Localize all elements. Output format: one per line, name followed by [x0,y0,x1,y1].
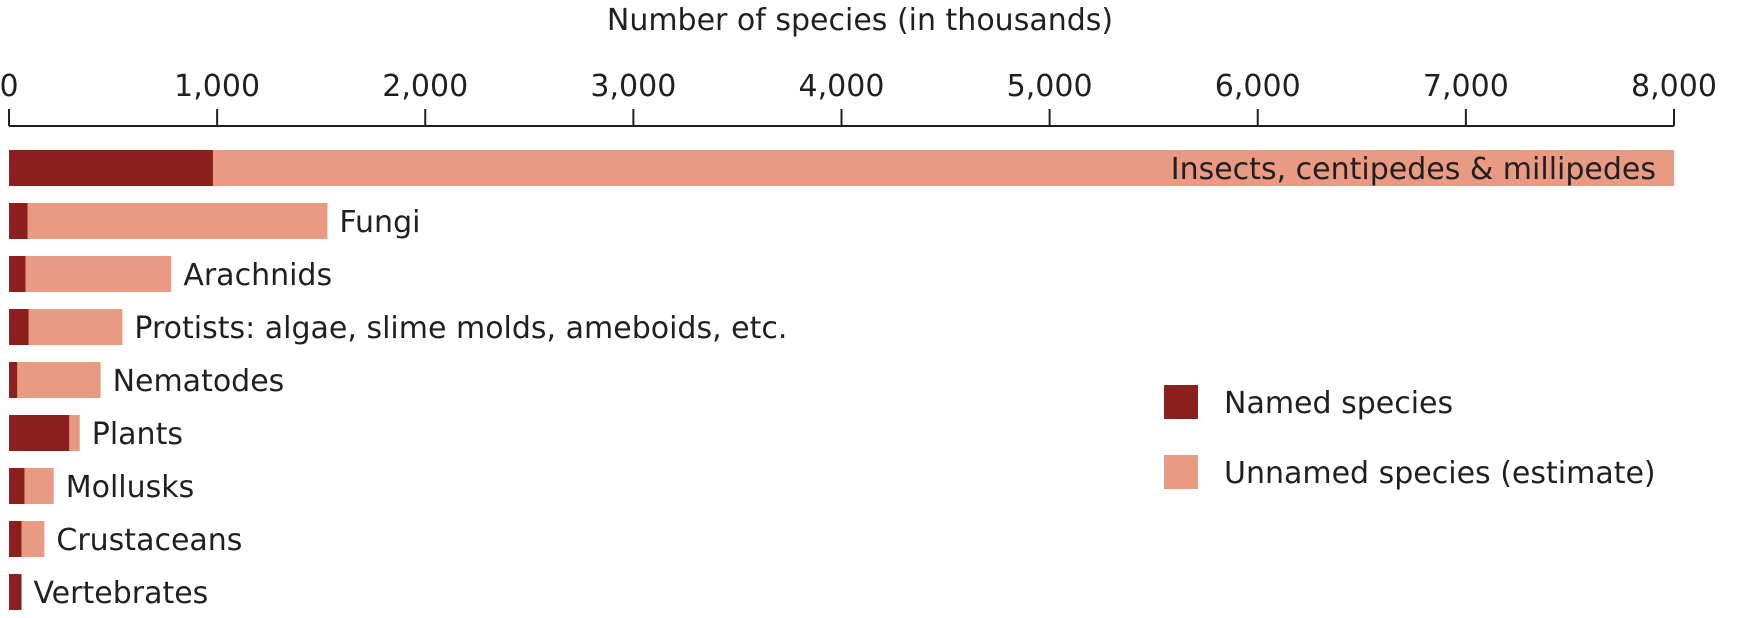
x-tick-label: 7,000 [1423,69,1509,104]
bar-named-7 [9,521,22,557]
bar-named-6 [9,468,25,504]
x-axis-title: Number of species (in thousands) [607,3,1113,38]
legend-swatch-unnamed [1164,455,1198,489]
category-label: Vertebrates [33,576,208,611]
x-tick-label: 3,000 [590,69,676,104]
bar-named-3 [9,309,29,345]
x-tick-label: 5,000 [1007,69,1093,104]
x-tick-label: 2,000 [382,69,468,104]
bar-unnamed-6 [24,468,54,504]
bar-unnamed-4 [17,362,101,398]
bar-named-1 [9,203,28,239]
bar-unnamed-2 [25,256,172,292]
bar-unnamed-5 [69,415,80,451]
x-tick-label: 0 [0,69,19,104]
category-label: Arachnids [183,258,332,293]
category-label: Crustaceans [56,523,242,558]
x-tick-label: 1,000 [174,69,260,104]
category-label: Plants [92,417,183,452]
category-label: Protists: algae, slime molds, ameboids, … [134,311,787,346]
legend: Named species Unnamed species (estimate) [1164,385,1656,491]
category-label: Nematodes [113,364,285,399]
legend-label-named: Named species [1224,386,1453,421]
category-label: Insects, centipedes & millipedes [1171,152,1656,187]
category-label: Mollusks [66,470,195,505]
bar-unnamed-1 [27,203,328,239]
bar-named-4 [9,362,18,398]
bar-named-5 [9,415,70,451]
bars-group [9,150,1674,610]
category-labels: Insects, centipedes & millipedes FungiAra… [33,152,1656,611]
category-label: Fungi [339,205,420,240]
bar-named-2 [9,256,26,292]
x-axis-ticks: 0 1,000 2,000 3,000 4,000 5,000 6,000 7,000 8,00… [0,69,1717,126]
legend-swatch-named [1164,385,1198,419]
bar-named-0 [9,150,213,186]
bar-unnamed-0 [212,150,1674,186]
x-tick-label: 6,000 [1215,69,1301,104]
bar-unnamed-7 [21,521,45,557]
bar-named-8 [9,574,22,610]
x-tick-label: 4,000 [799,69,885,104]
bar-unnamed-3 [28,309,123,345]
legend-label-unnamed: Unnamed species (estimate) [1224,456,1656,491]
x-tick-label: 8,000 [1631,69,1717,104]
